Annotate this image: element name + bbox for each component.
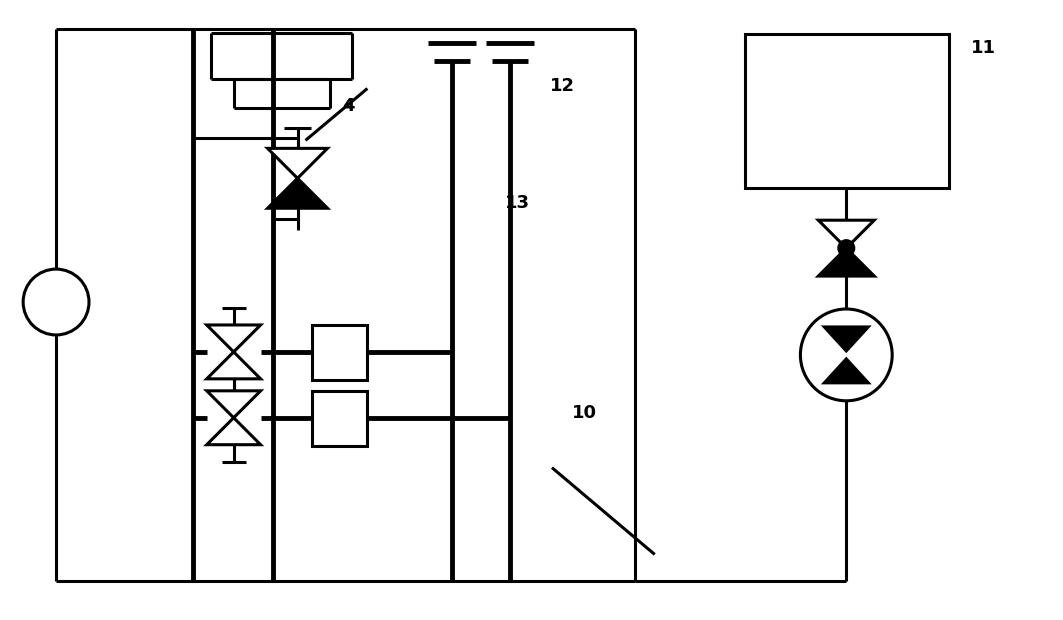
Circle shape bbox=[800, 309, 892, 401]
Polygon shape bbox=[206, 418, 260, 445]
Circle shape bbox=[839, 241, 854, 255]
Circle shape bbox=[23, 269, 89, 335]
Text: 10: 10 bbox=[572, 404, 597, 422]
Bar bbox=[313, 325, 368, 380]
Polygon shape bbox=[824, 327, 868, 351]
Bar bbox=[313, 391, 368, 446]
Polygon shape bbox=[268, 179, 327, 208]
Polygon shape bbox=[206, 391, 260, 418]
Text: 4: 4 bbox=[342, 97, 355, 115]
Polygon shape bbox=[819, 248, 874, 276]
Polygon shape bbox=[824, 359, 868, 383]
Text: 11: 11 bbox=[971, 38, 996, 56]
Polygon shape bbox=[206, 352, 260, 379]
Polygon shape bbox=[206, 325, 260, 352]
Bar bbox=[744, 33, 949, 188]
Text: 12: 12 bbox=[550, 78, 575, 95]
Polygon shape bbox=[268, 148, 327, 179]
Polygon shape bbox=[819, 220, 874, 248]
Text: 13: 13 bbox=[505, 194, 530, 212]
